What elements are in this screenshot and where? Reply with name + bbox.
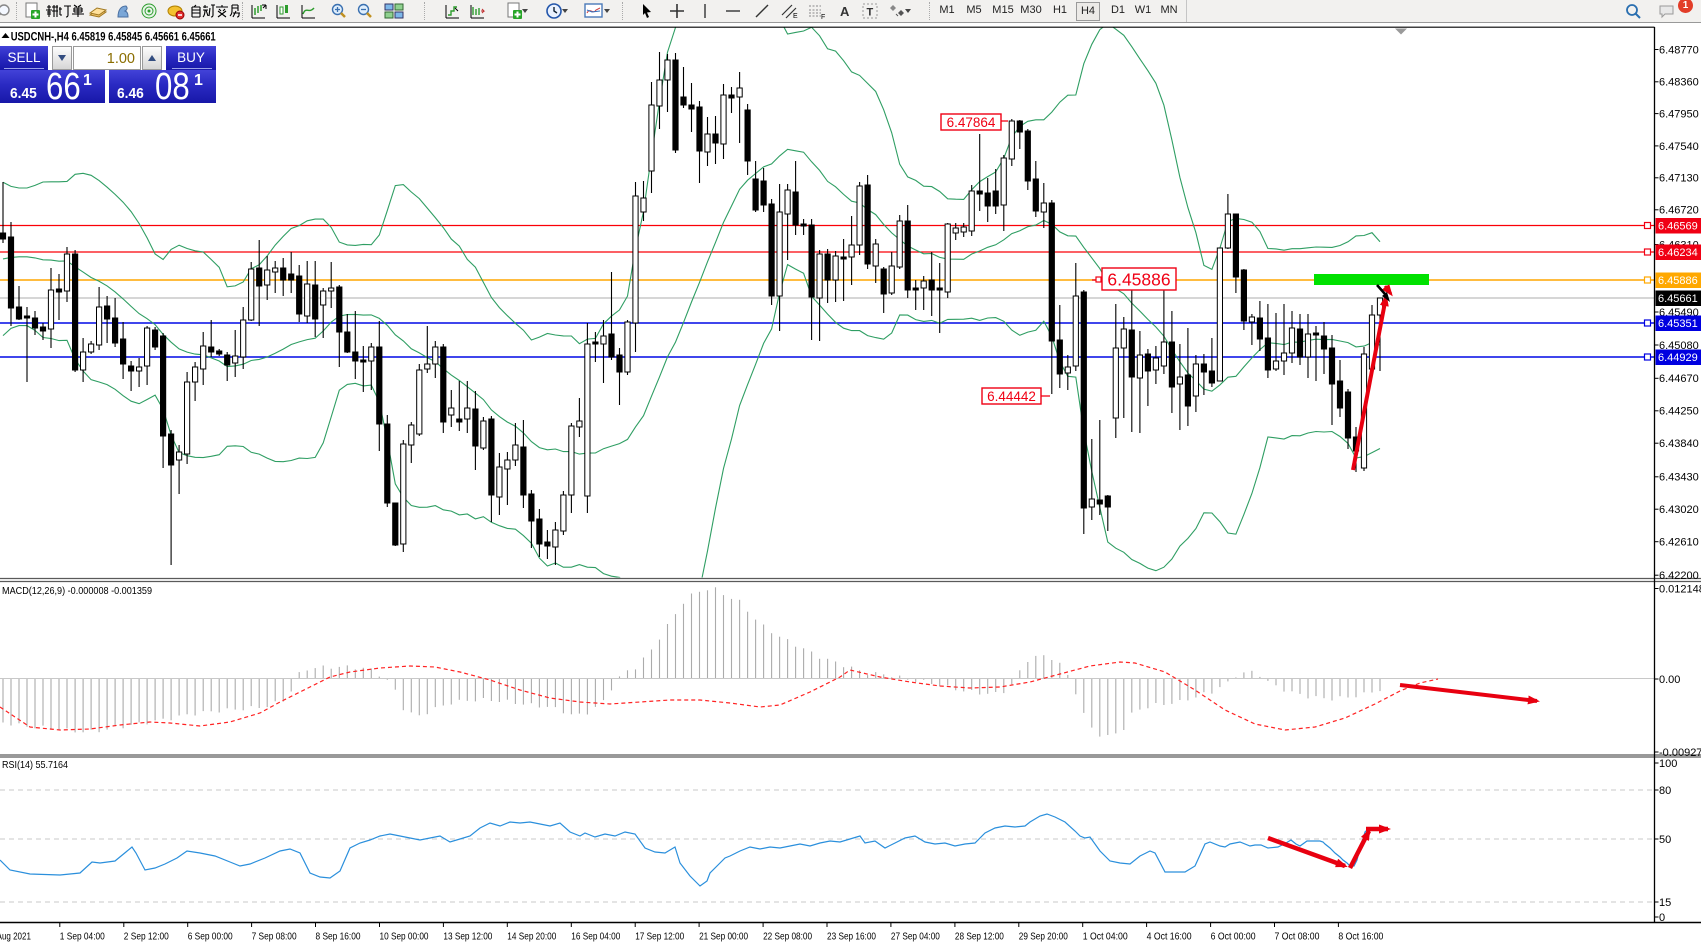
svg-text:30 Aug 2021: 30 Aug 2021 <box>0 931 31 943</box>
svg-text:6.45351: 6.45351 <box>1658 318 1698 330</box>
svg-text:8 Sep 16:00: 8 Sep 16:00 <box>316 931 361 943</box>
svg-text:6.45886: 6.45886 <box>1107 269 1170 289</box>
svg-text:6.44442: 6.44442 <box>987 389 1036 404</box>
svg-text:T: T <box>867 7 874 19</box>
svg-text:-0.00927: -0.00927 <box>1659 747 1701 759</box>
svg-text:A: A <box>840 4 850 19</box>
svg-text:0.012148: 0.012148 <box>1659 583 1701 595</box>
svg-text:29 Sep 20:00: 29 Sep 20:00 <box>1019 931 1068 943</box>
svg-text:80: 80 <box>1659 785 1671 797</box>
svg-text:RSI(14) 55.7164: RSI(14) 55.7164 <box>2 759 68 771</box>
svg-text:6.43430: 6.43430 <box>1659 472 1699 484</box>
svg-text:13 Sep 12:00: 13 Sep 12:00 <box>443 931 492 943</box>
svg-text:6.43840: 6.43840 <box>1659 438 1699 450</box>
svg-text:6.44670: 6.44670 <box>1659 373 1699 385</box>
svg-text:1 Oct 04:00: 1 Oct 04:00 <box>1083 931 1128 943</box>
svg-text:50: 50 <box>1659 834 1671 846</box>
svg-text:2 Sep 12:00: 2 Sep 12:00 <box>124 931 169 943</box>
svg-text:6.43020: 6.43020 <box>1659 504 1699 516</box>
svg-text:27 Sep 04:00: 27 Sep 04:00 <box>891 931 940 943</box>
svg-text:23 Sep 16:00: 23 Sep 16:00 <box>827 931 876 943</box>
svg-text:16 Sep 04:00: 16 Sep 04:00 <box>571 931 620 943</box>
svg-text:6.48770: 6.48770 <box>1659 44 1699 56</box>
svg-text:6 Oct 00:00: 6 Oct 00:00 <box>1211 931 1256 943</box>
svg-text:6.45080: 6.45080 <box>1659 340 1699 352</box>
svg-text:6.42610: 6.42610 <box>1659 537 1699 549</box>
svg-text:6.47864: 6.47864 <box>947 115 996 130</box>
svg-text:0: 0 <box>1659 912 1665 924</box>
svg-text:6.44929: 6.44929 <box>1658 352 1698 364</box>
svg-text:8 Oct 16:00: 8 Oct 16:00 <box>1338 931 1383 943</box>
svg-text:4 Oct 16:00: 4 Oct 16:00 <box>1147 931 1192 943</box>
svg-text:0.00: 0.00 <box>1659 674 1680 686</box>
svg-text:6.44250: 6.44250 <box>1659 406 1699 418</box>
svg-text:USDCNH-,H4 6.45819 6.45845 6.: USDCNH-,H4 6.45819 6.45845 6.45661 6.456… <box>11 30 216 44</box>
svg-text:6.47950: 6.47950 <box>1659 108 1699 120</box>
svg-text:7 Oct 08:00: 7 Oct 08:00 <box>1275 931 1320 943</box>
svg-text:15: 15 <box>1659 897 1671 909</box>
svg-text:6.48360: 6.48360 <box>1659 77 1699 89</box>
svg-text:1 Sep 04:00: 1 Sep 04:00 <box>60 931 105 943</box>
svg-text:22 Sep 08:00: 22 Sep 08:00 <box>763 931 812 943</box>
svg-text:6.45886: 6.45886 <box>1658 275 1698 287</box>
svg-text:6 Sep 00:00: 6 Sep 00:00 <box>188 931 233 943</box>
svg-text:6.42200: 6.42200 <box>1659 570 1699 582</box>
svg-text:14 Sep 20:00: 14 Sep 20:00 <box>507 931 556 943</box>
svg-text:F: F <box>821 14 825 20</box>
svg-text:6.47130: 6.47130 <box>1659 173 1699 185</box>
svg-text:E: E <box>793 13 798 20</box>
svg-text:7 Sep 08:00: 7 Sep 08:00 <box>252 931 297 943</box>
svg-text:17 Sep 12:00: 17 Sep 12:00 <box>635 931 684 943</box>
svg-text:100: 100 <box>1659 758 1677 770</box>
svg-text:6.46720: 6.46720 <box>1659 205 1699 217</box>
svg-text:21 Sep 00:00: 21 Sep 00:00 <box>699 931 748 943</box>
svg-text:6.45661: 6.45661 <box>1658 293 1698 305</box>
svg-text:6.46569: 6.46569 <box>1658 221 1698 233</box>
svg-text:28 Sep 12:00: 28 Sep 12:00 <box>955 931 1004 943</box>
svg-text:10 Sep 00:00: 10 Sep 00:00 <box>380 931 429 943</box>
svg-text:MACD(12,26,9) -0.000008 -0.001: MACD(12,26,9) -0.000008 -0.001359 <box>2 585 152 597</box>
svg-text:6.47540: 6.47540 <box>1659 141 1699 153</box>
svg-text:6.46234: 6.46234 <box>1658 247 1698 259</box>
